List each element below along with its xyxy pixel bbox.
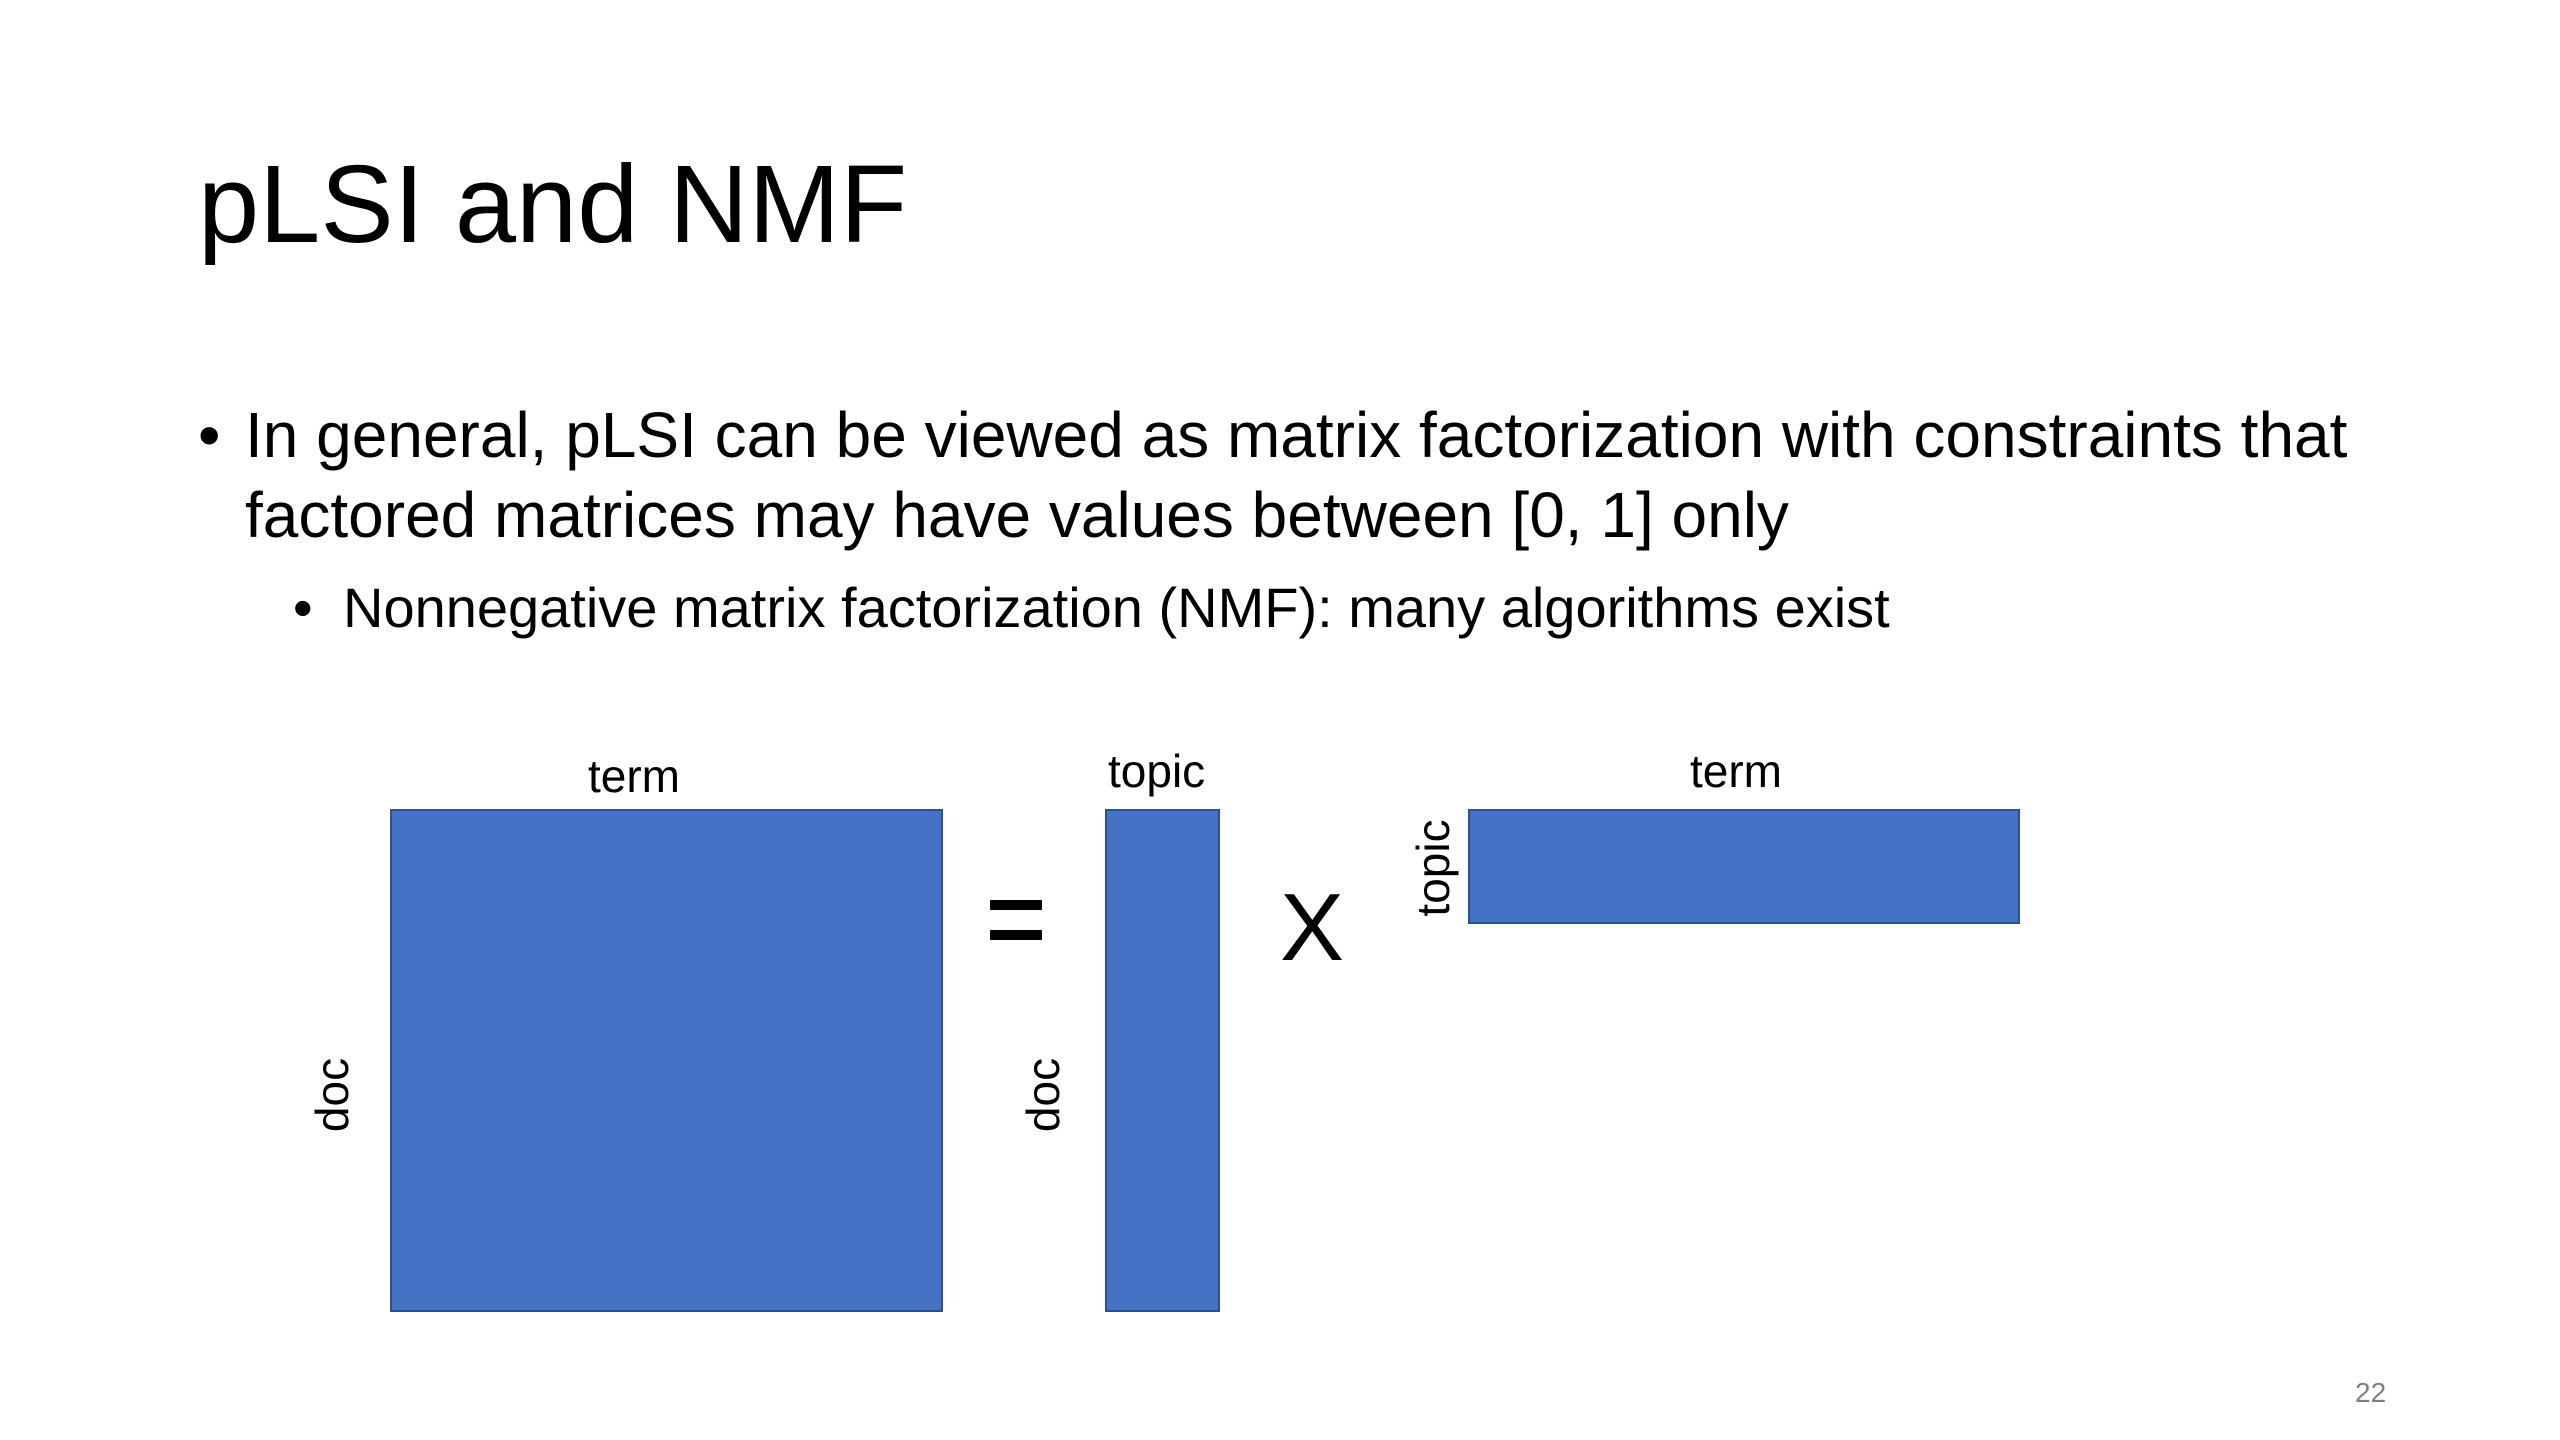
bullet-text: Nonnegative matrix factorization (NMF): … [343,576,1890,639]
topic-term-matrix-side-label: topic [1407,819,1459,917]
topic-term-matrix-top-label: term [1690,745,1782,797]
multiply-operator: X [1280,874,1345,981]
bullet-item-level-1: • In general, pLSI can be viewed as matr… [198,395,2398,555]
equals-bar-top [990,900,1042,910]
slide-page-number: 22 [2355,1377,2387,1408]
slide-title: pLSI and NMF [198,143,908,266]
document-topic-matrix-top-label: topic [1108,745,1206,797]
equals-bar-bottom [990,930,1042,940]
bullet-marker: • [293,576,313,639]
bullet-text: In general, pLSI can be viewed as matrix… [245,399,2348,551]
document-topic-matrix [1105,809,1220,1312]
document-term-matrix [390,809,943,1312]
equals-operator [990,900,1042,950]
bullet-marker: • [198,399,221,471]
topic-term-matrix [1468,809,2020,924]
bullet-item-level-2: • Nonnegative matrix factorization (NMF)… [293,575,1890,641]
document-topic-matrix-side-label: doc [1017,1057,1069,1133]
document-term-matrix-side-label: doc [306,1057,358,1133]
document-term-matrix-top-label: term [588,750,680,802]
